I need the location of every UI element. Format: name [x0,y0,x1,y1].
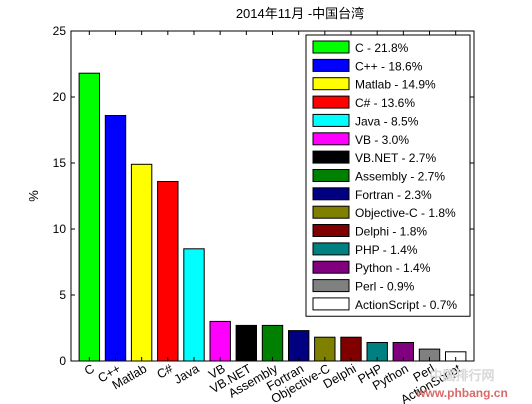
y-axis-label: % [26,190,41,202]
y-tick-label: 20 [53,90,67,104]
bar-fortran [288,330,310,362]
x-tick-label: C# [154,361,175,381]
bar-c- [157,181,179,362]
legend-entry-label: PHP - 1.4% [355,243,418,257]
legend-entry-label: Perl - 0.9% [355,280,415,294]
bar-vb-net [235,324,258,362]
legend-entry-label: Objective-C - 1.8% [355,206,456,220]
legend-swatch [312,297,350,311]
y-tick-label: 15 [53,156,67,170]
legend-entry-label: ActionScript - 0.7% [355,298,457,312]
legend-swatch [312,77,350,91]
legend-entry-label: VB.NET - 2.7% [355,151,436,165]
legend-swatch [312,113,350,127]
watermark-site-name: 中国排行网 [429,368,494,383]
y-tick-label: 25 [53,24,67,38]
legend-entry-label: C# - 13.6% [355,96,415,110]
legend: C - 21.8% C++ - 18.6% Matlab - 14.9% C# - 1… [305,34,471,317]
legend-swatch [312,169,350,182]
legend-entry-label: Java - 8.5% [355,114,419,128]
legend-swatch [312,279,350,293]
bar-c [78,72,100,362]
bar-matlab [130,163,153,362]
legend-swatch [312,205,350,219]
legend-entry-label: C - 21.8% [355,41,409,55]
y-tick-label: 0 [59,354,66,368]
legend-swatch [312,224,350,237]
y-tick-label: 10 [53,222,67,236]
legend-swatch [312,187,350,201]
legend-swatch [312,40,350,54]
legend-entry-label: C++ - 18.6% [355,59,423,73]
legend-entry-label: Fortran - 2.3% [355,188,432,202]
bar-c- [104,115,127,362]
legend-swatch [312,95,350,109]
legend-entry-label: VB - 3.0% [355,133,409,147]
legend-swatch [312,132,350,146]
legend-entry-label: Assembly - 2.7% [355,170,445,184]
legend-entry-label: Delphi - 1.8% [355,225,427,239]
bar-vb [209,320,231,362]
legend-entry-label: Python - 1.4% [355,261,431,275]
y-tick-label: 5 [59,288,66,302]
legend-swatch [312,260,350,274]
legend-entry-label: Matlab - 14.9% [355,78,436,92]
bar-java [183,248,205,362]
watermark-url: www.phbang.cn [415,386,508,400]
legend-swatch [312,150,350,164]
legend-swatch [312,242,350,256]
bar-assembly [261,324,284,362]
legend-swatch [312,58,350,72]
watermark: 中国排行网 www.phbang.cn [415,368,508,400]
chart-title: 2014年11月 -中国台湾 [236,6,364,21]
